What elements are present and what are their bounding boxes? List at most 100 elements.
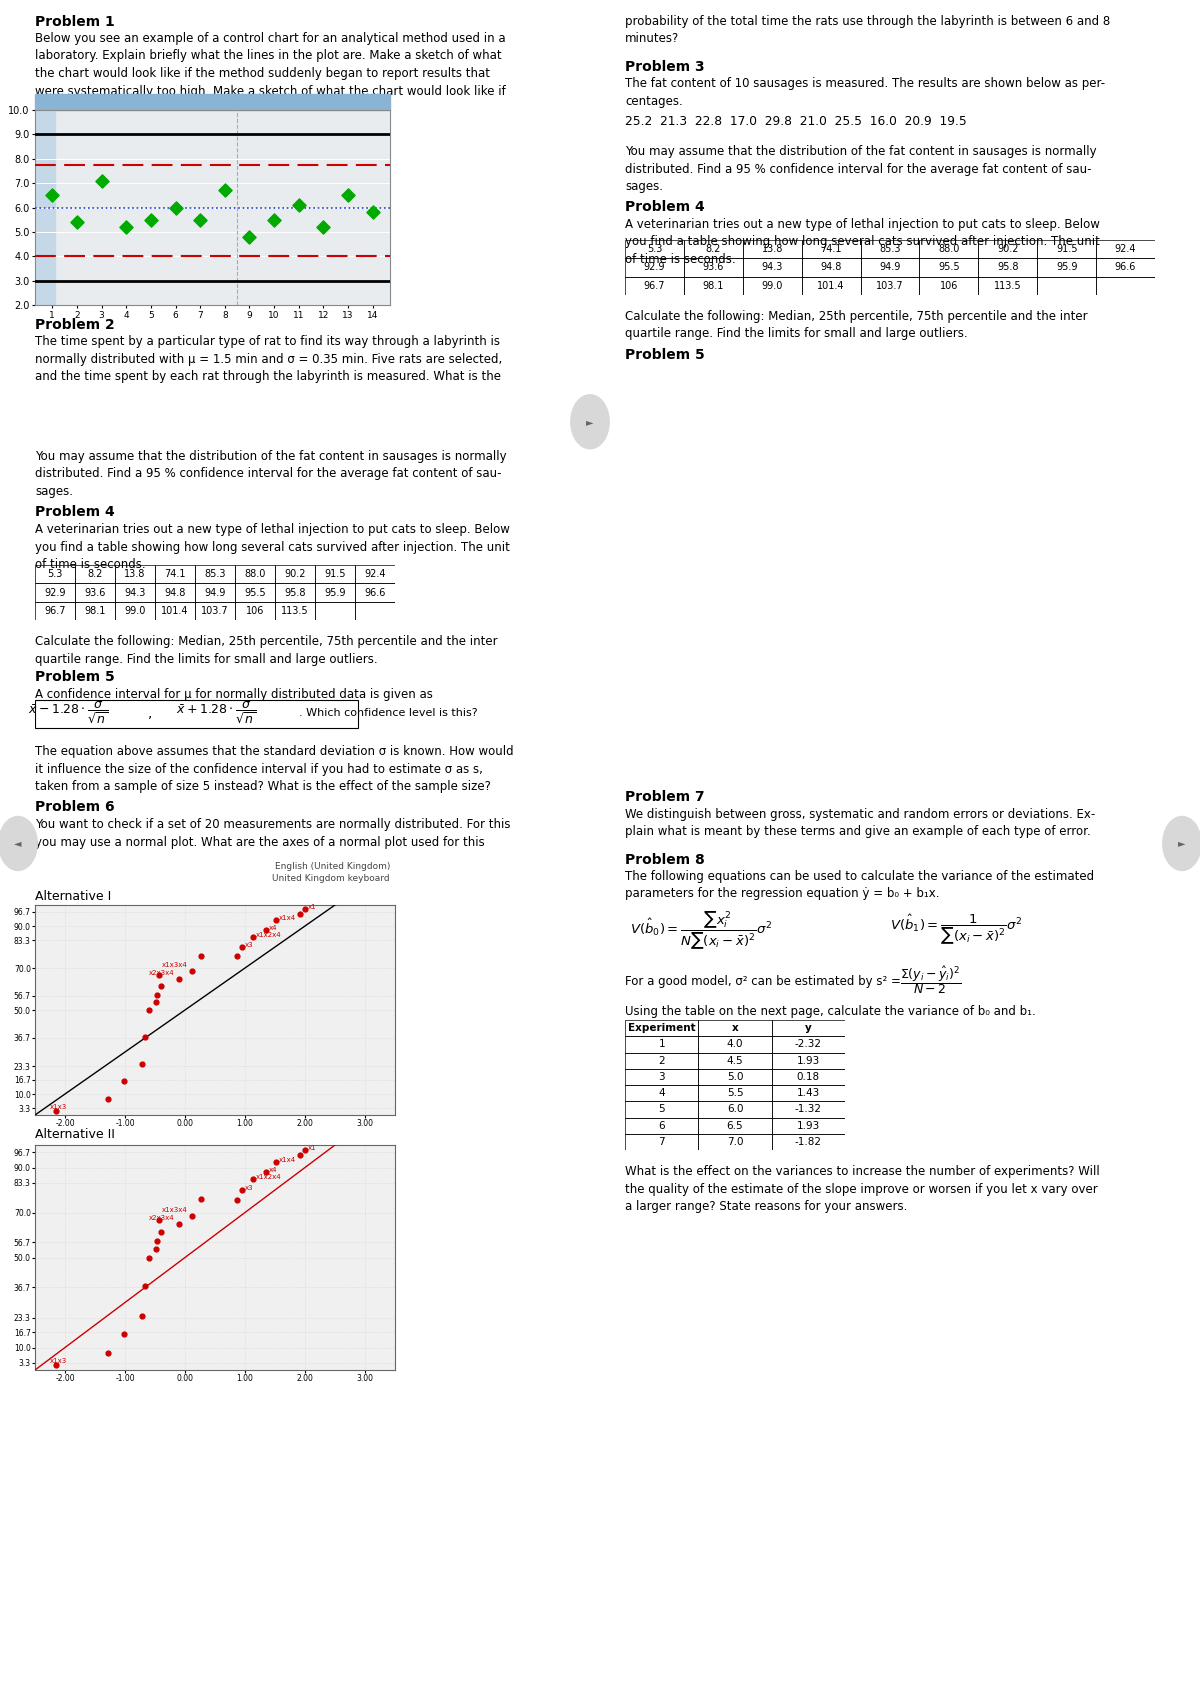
Bar [155,565,194,584]
Text: 96.6: 96.6 [1115,263,1136,273]
Point [215,177,234,204]
Text: 113.5: 113.5 [994,280,1021,290]
Text: A confidence interval for μ for normally distributed data is given as: A confidence interval for μ for normally… [35,688,433,702]
Bar [802,277,860,295]
Point [256,916,275,943]
Text: 85.3: 85.3 [880,245,901,255]
Point [364,199,383,226]
Point [191,1186,210,1213]
Text: -1.82: -1.82 [794,1137,822,1147]
Text: English (United Kingdom)
United Kingdom keyboard: English (United Kingdom) United Kingdom … [272,862,390,882]
Bar [860,258,919,277]
Text: x2x3x4: x2x3x4 [149,1215,175,1221]
Bar [35,94,390,110]
Bar [74,584,115,602]
Text: 2: 2 [659,1056,665,1066]
Text: y: y [805,1022,811,1032]
Text: A veterinarian tries out a new type of lethal injection to put cats to sleep. Be: A veterinarian tries out a new type of l… [625,218,1100,267]
Bar [772,1085,845,1102]
Text: ►: ► [587,417,594,427]
Point [139,1243,158,1270]
Bar [275,602,314,621]
Bar [35,602,74,621]
Point [151,972,170,999]
Bar [919,258,978,277]
Text: 5.5: 5.5 [727,1088,743,1098]
Text: . Which confidence level is this?: . Which confidence level is this? [299,709,478,719]
Text: 95.8: 95.8 [997,263,1019,273]
Text: ,: , [149,707,152,720]
Point [169,965,188,992]
Text: 98.1: 98.1 [703,280,724,290]
Point [47,1351,66,1378]
Bar [115,584,155,602]
Text: What is the effect on the variances to increase the number of experiments? Will
: What is the effect on the variances to i… [625,1166,1099,1213]
Bar [860,240,919,258]
Text: Problem 7: Problem 7 [625,790,704,805]
Text: 95.5: 95.5 [938,263,960,273]
Text: 103.7: 103.7 [876,280,904,290]
Text: 103.7: 103.7 [202,606,229,616]
Bar [235,602,275,621]
Bar [698,1117,772,1134]
Text: x1x3x4: x1x3x4 [162,1206,187,1213]
Text: 8.2: 8.2 [706,245,721,255]
Text: probability of the total time the rats use through the labyrinth is between 6 an: probability of the total time the rats u… [625,15,1110,46]
Text: You want to check if a set of 20 measurements are normally distributed. For this: You want to check if a set of 20 measure… [35,818,510,849]
Text: Problem 6: Problem 6 [35,800,115,815]
Text: A veterinarian tries out a new type of lethal injection to put cats to sleep. Be: A veterinarian tries out a new type of l… [35,523,510,570]
Text: 106: 106 [246,606,264,616]
Point [114,1068,133,1095]
Text: 98.1: 98.1 [84,606,106,616]
Text: 8.2: 8.2 [88,569,103,579]
Text: 94.3: 94.3 [125,587,145,597]
Text: 94.3: 94.3 [762,263,782,273]
Point [256,1159,275,1186]
Text: x1x3: x1x3 [50,1103,67,1110]
Point [244,1166,263,1193]
Bar [1096,277,1154,295]
Bar [919,240,978,258]
Point [134,1272,154,1299]
Text: 5.3: 5.3 [647,245,662,255]
Text: 92.4: 92.4 [365,569,385,579]
Text: -2.32: -2.32 [794,1039,822,1049]
Text: 85.3: 85.3 [204,569,226,579]
Bar [698,1021,772,1036]
Text: 3: 3 [659,1071,665,1081]
Text: 90.2: 90.2 [997,245,1019,255]
Point [132,1302,151,1329]
Bar [235,565,275,584]
Text: We distinguish between gross, systematic and random errors or deviations. Ex-
pl: We distinguish between gross, systematic… [625,808,1096,838]
Text: Alternative II: Alternative II [35,1129,115,1140]
Bar [625,1070,698,1085]
Bar [772,1070,845,1085]
Bar [155,602,194,621]
Text: 96.7: 96.7 [643,280,665,290]
Text: 5.3: 5.3 [47,569,62,579]
Point [191,941,210,968]
Bar [772,1021,845,1036]
Bar [314,565,355,584]
Circle shape [571,395,610,449]
Bar [625,1117,698,1134]
Text: Using the table on the next page, calculate the variance of b₀ and b₁.: Using the table on the next page, calcul… [625,1005,1036,1017]
Bar [772,1117,845,1134]
Bar [625,258,684,277]
Bar [355,565,395,584]
Bar [155,584,194,602]
Text: $\bar{x}+1.28\cdot\dfrac{\sigma}{\sqrt{n}}$: $\bar{x}+1.28\cdot\dfrac{\sigma}{\sqrt{n… [176,700,257,727]
Text: $\bar{x}-1.28\cdot\dfrac{\sigma}{\sqrt{n}}$: $\bar{x}-1.28\cdot\dfrac{\sigma}{\sqrt{n… [28,700,108,727]
Bar [1037,258,1096,277]
Text: 5.0: 5.0 [727,1071,743,1081]
Point [290,901,310,928]
Bar [698,1053,772,1070]
Bar [314,602,355,621]
Text: x1x3x4: x1x3x4 [162,962,187,968]
Point [139,997,158,1024]
Bar [194,602,235,621]
Point [233,933,252,960]
Point [244,923,263,950]
Text: Problem 5: Problem 5 [625,348,704,363]
Bar [115,565,155,584]
